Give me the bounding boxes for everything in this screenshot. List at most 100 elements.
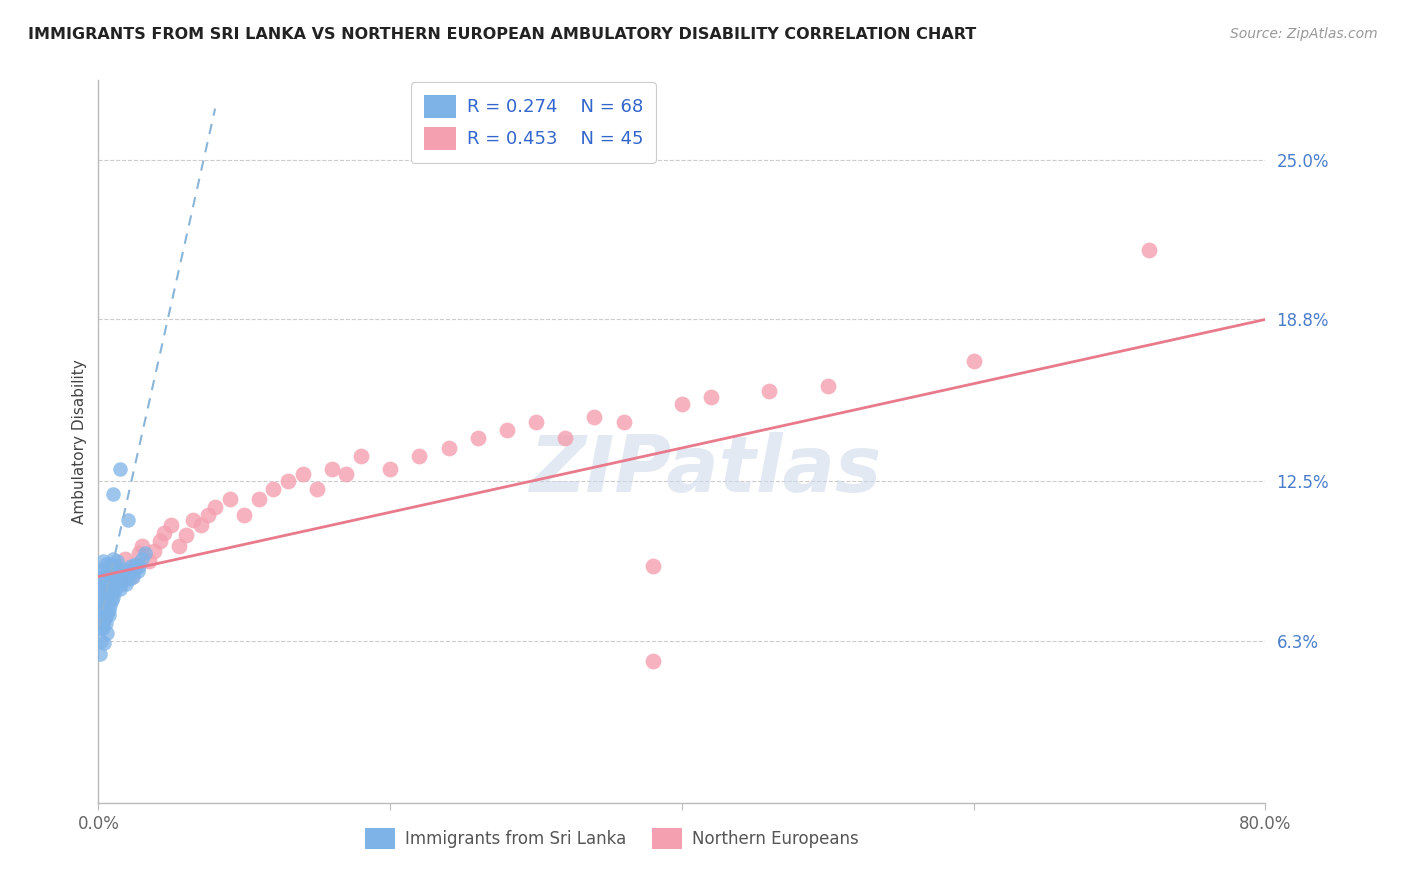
Point bbox=[118, 572, 141, 586]
Point bbox=[89, 580, 111, 594]
Point bbox=[124, 562, 146, 576]
Point bbox=[110, 582, 132, 597]
Point bbox=[91, 554, 114, 568]
Point bbox=[110, 577, 132, 591]
Point bbox=[181, 513, 204, 527]
Point bbox=[101, 551, 124, 566]
Point bbox=[97, 603, 120, 617]
Point bbox=[90, 585, 112, 599]
Point bbox=[93, 592, 115, 607]
Point bbox=[125, 557, 148, 571]
Point bbox=[167, 539, 190, 553]
Point bbox=[671, 397, 693, 411]
Text: ZIPatlas: ZIPatlas bbox=[529, 433, 882, 508]
Point bbox=[93, 636, 115, 650]
Point bbox=[817, 379, 839, 393]
Point bbox=[291, 467, 314, 481]
Point bbox=[94, 557, 117, 571]
Point bbox=[204, 500, 226, 515]
Point bbox=[96, 588, 118, 602]
Point bbox=[700, 390, 723, 404]
Point bbox=[91, 569, 114, 583]
Point bbox=[112, 569, 135, 583]
Point bbox=[101, 590, 124, 604]
Point bbox=[142, 544, 165, 558]
Text: Source: ZipAtlas.com: Source: ZipAtlas.com bbox=[1230, 27, 1378, 41]
Point bbox=[197, 508, 219, 522]
Point bbox=[174, 528, 197, 542]
Point bbox=[105, 554, 128, 568]
Point bbox=[554, 431, 576, 445]
Point bbox=[583, 410, 606, 425]
Point bbox=[105, 574, 128, 589]
Point bbox=[96, 626, 118, 640]
Point bbox=[97, 562, 120, 576]
Point bbox=[277, 475, 299, 489]
Point bbox=[467, 431, 489, 445]
Point bbox=[437, 441, 460, 455]
Point bbox=[190, 518, 212, 533]
Y-axis label: Ambulatory Disability: Ambulatory Disability bbox=[72, 359, 87, 524]
Point bbox=[91, 582, 114, 597]
Point bbox=[94, 590, 117, 604]
Point bbox=[247, 492, 270, 507]
Point bbox=[131, 551, 153, 566]
Point bbox=[94, 615, 117, 630]
Point bbox=[124, 559, 146, 574]
Point bbox=[101, 565, 124, 579]
Point bbox=[94, 572, 117, 586]
Point bbox=[138, 554, 160, 568]
Point bbox=[97, 608, 120, 623]
Point bbox=[120, 559, 142, 574]
Point bbox=[128, 559, 150, 574]
Point bbox=[90, 603, 112, 617]
Point bbox=[134, 546, 156, 560]
Point bbox=[218, 492, 240, 507]
Point bbox=[117, 513, 139, 527]
Point bbox=[408, 449, 430, 463]
Point bbox=[262, 482, 284, 496]
Point bbox=[110, 565, 132, 579]
Point bbox=[120, 569, 142, 583]
Point bbox=[127, 565, 149, 579]
Point bbox=[96, 566, 118, 581]
Point bbox=[104, 559, 127, 574]
Point bbox=[103, 565, 125, 579]
Point bbox=[93, 577, 115, 591]
Point bbox=[93, 562, 115, 576]
Point bbox=[101, 487, 124, 501]
Point bbox=[103, 585, 125, 599]
Text: IMMIGRANTS FROM SRI LANKA VS NORTHERN EUROPEAN AMBULATORY DISABILITY CORRELATION: IMMIGRANTS FROM SRI LANKA VS NORTHERN EU… bbox=[28, 27, 976, 42]
Point bbox=[160, 518, 183, 533]
Point bbox=[641, 654, 664, 668]
Point bbox=[90, 633, 112, 648]
Point bbox=[98, 557, 121, 571]
Point bbox=[380, 461, 402, 475]
Point bbox=[91, 600, 114, 615]
Point bbox=[114, 551, 136, 566]
Point bbox=[104, 580, 127, 594]
Point bbox=[98, 577, 121, 591]
Point bbox=[91, 621, 114, 635]
Point bbox=[153, 525, 176, 540]
Point bbox=[321, 461, 343, 475]
Point bbox=[641, 559, 664, 574]
Point bbox=[335, 467, 357, 481]
Point bbox=[114, 562, 136, 576]
Point bbox=[89, 610, 111, 624]
Point bbox=[962, 353, 984, 368]
Point bbox=[111, 574, 134, 589]
Point bbox=[496, 423, 519, 437]
Point bbox=[108, 569, 131, 583]
Point bbox=[97, 582, 120, 597]
Point bbox=[100, 572, 122, 586]
Point bbox=[89, 595, 111, 609]
Point bbox=[94, 608, 117, 623]
Point bbox=[96, 606, 118, 620]
Point bbox=[115, 577, 138, 591]
Point bbox=[149, 533, 172, 548]
Point bbox=[1137, 243, 1160, 257]
Point bbox=[307, 482, 329, 496]
Point bbox=[121, 565, 143, 579]
Point bbox=[110, 461, 132, 475]
